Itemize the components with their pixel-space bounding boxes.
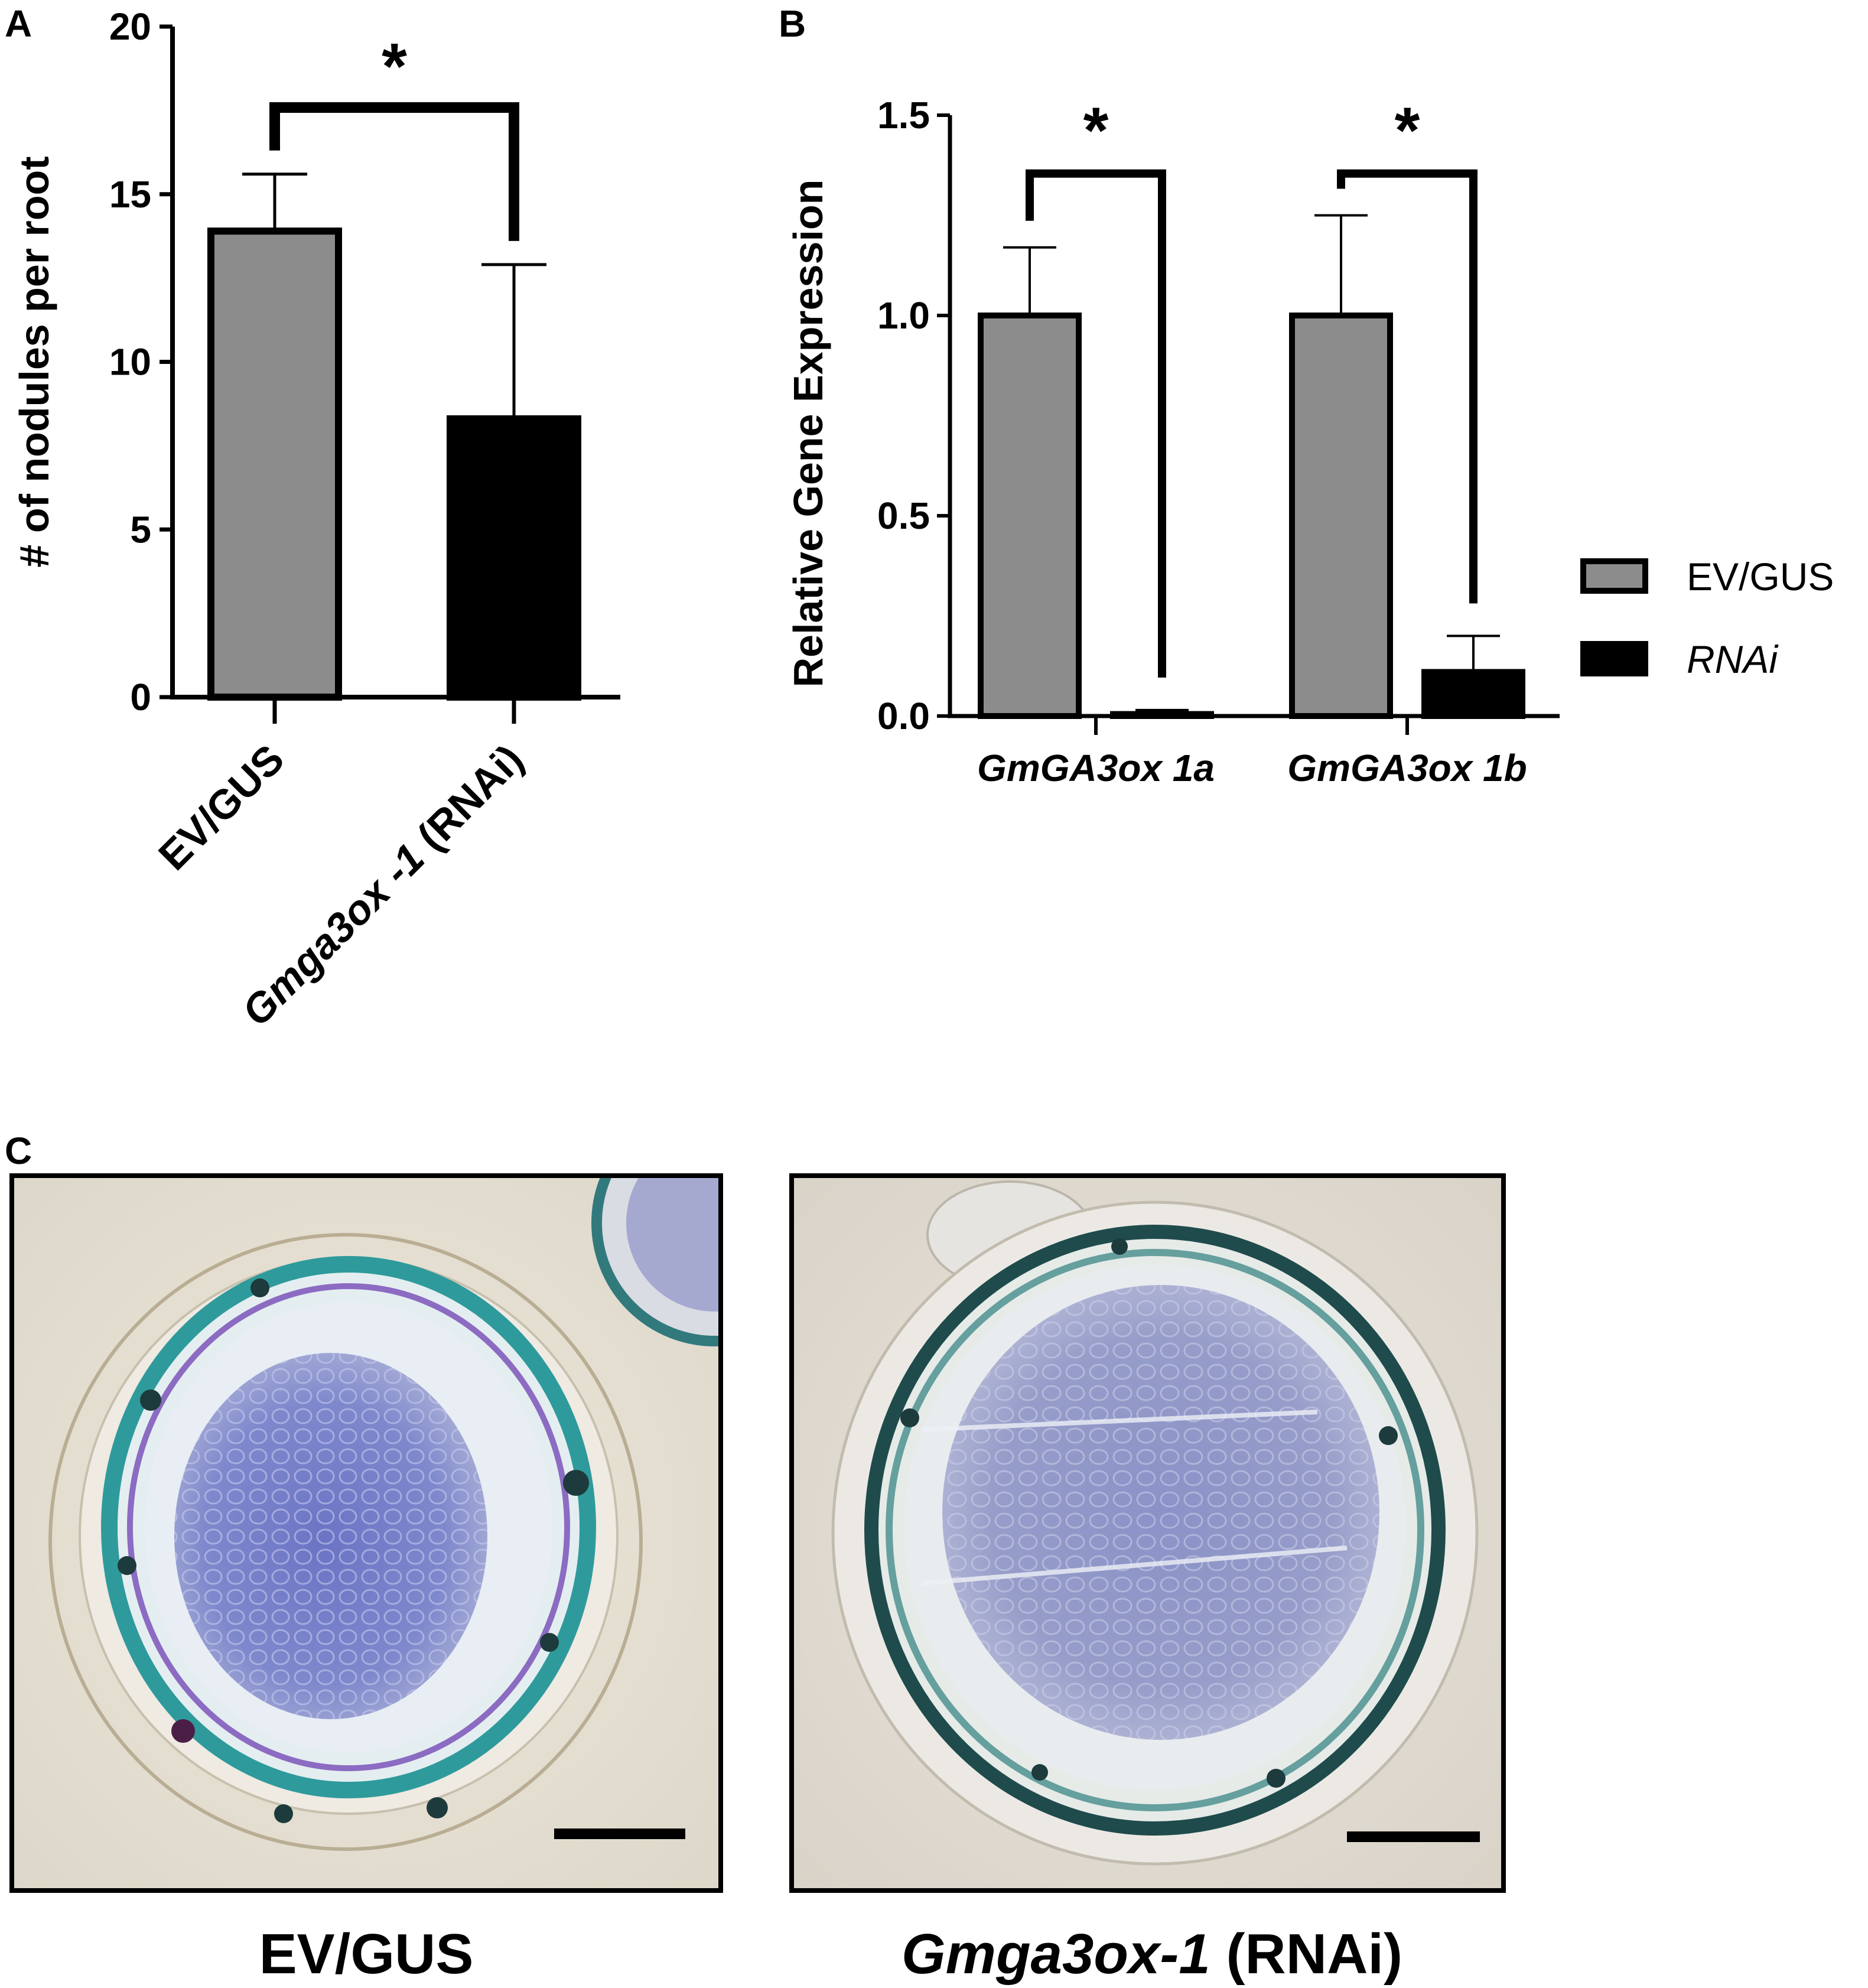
- y-axis-title: # of nodules per root: [11, 156, 57, 567]
- caption-right: Gmga3ox-1 (RNAi): [902, 1922, 1402, 1986]
- legend-swatch-rnai: [1580, 641, 1648, 676]
- x-tick-label-text: (RNAi): [401, 736, 532, 867]
- bar-rnai: [1110, 711, 1214, 719]
- significance-bracket: [1337, 169, 1478, 604]
- y-tick-label: 15: [109, 173, 151, 216]
- panel-label-a: A: [5, 2, 32, 45]
- y-tick-label: 0.5: [877, 494, 930, 537]
- y-tick-label: 5: [130, 508, 151, 551]
- caption-right-suffix: (RNAi): [1210, 1922, 1402, 1986]
- bar-ev-gus: [1289, 313, 1393, 719]
- y-tick-label: 1.5: [877, 94, 930, 136]
- significance-bracket: [1026, 169, 1166, 678]
- bar-ev-gus: [978, 313, 1082, 719]
- y-tick-label: 20: [109, 5, 151, 48]
- significance-star: *: [382, 30, 407, 103]
- chart-panel-a: 0 5 10 15 20 # of nodules per root EV/GUSGmga3…: [11, 5, 620, 1035]
- micrograph-frame-right: [789, 1173, 1506, 1893]
- y-tick-label: 0.0: [877, 695, 930, 737]
- x-tick-label: GmGA3ox 1b: [1287, 747, 1527, 789]
- legend-swatch-ev-gus: [1580, 558, 1648, 594]
- panel-label-c: C: [5, 1130, 32, 1172]
- x-tick-label: GmGA3ox 1a: [977, 747, 1215, 789]
- bar-ev-gus: [207, 227, 342, 701]
- bar-rnai: [1421, 669, 1525, 720]
- significance-bracket: [269, 102, 519, 241]
- x-tick-label-gene: Gmga3ox -1: [233, 835, 432, 1034]
- y-tick-label: 1.0: [877, 294, 930, 337]
- micrograph-ev-gus: [12, 1176, 721, 1891]
- panel-label-b: B: [779, 2, 806, 45]
- chart-panel-b: 0.0 0.5 1.0 1.5 Relative Gene Expression GmGA…: [785, 94, 1834, 789]
- legend-label-rnai: RNAi: [1687, 637, 1779, 681]
- legend-label-ev-gus: EV/GUS: [1687, 555, 1834, 598]
- y-tick-label: 10: [109, 341, 151, 383]
- x-tick-label: EV/GUS: [149, 736, 292, 879]
- significance-star: *: [1083, 95, 1109, 167]
- caption-left: EV/GUS: [259, 1922, 474, 1986]
- caption-right-gene: Gmga3ox-1: [902, 1922, 1210, 1986]
- micrograph-rnai: [792, 1176, 1503, 1891]
- y-axis-title: Relative Gene Expression: [785, 180, 831, 688]
- micrograph-frame-left: [9, 1173, 723, 1893]
- x-tick-label-text: EV/GUS: [149, 736, 292, 879]
- significance-star: *: [1395, 95, 1420, 167]
- bar-rnai: [447, 415, 581, 701]
- y-tick-label: 0: [130, 676, 151, 718]
